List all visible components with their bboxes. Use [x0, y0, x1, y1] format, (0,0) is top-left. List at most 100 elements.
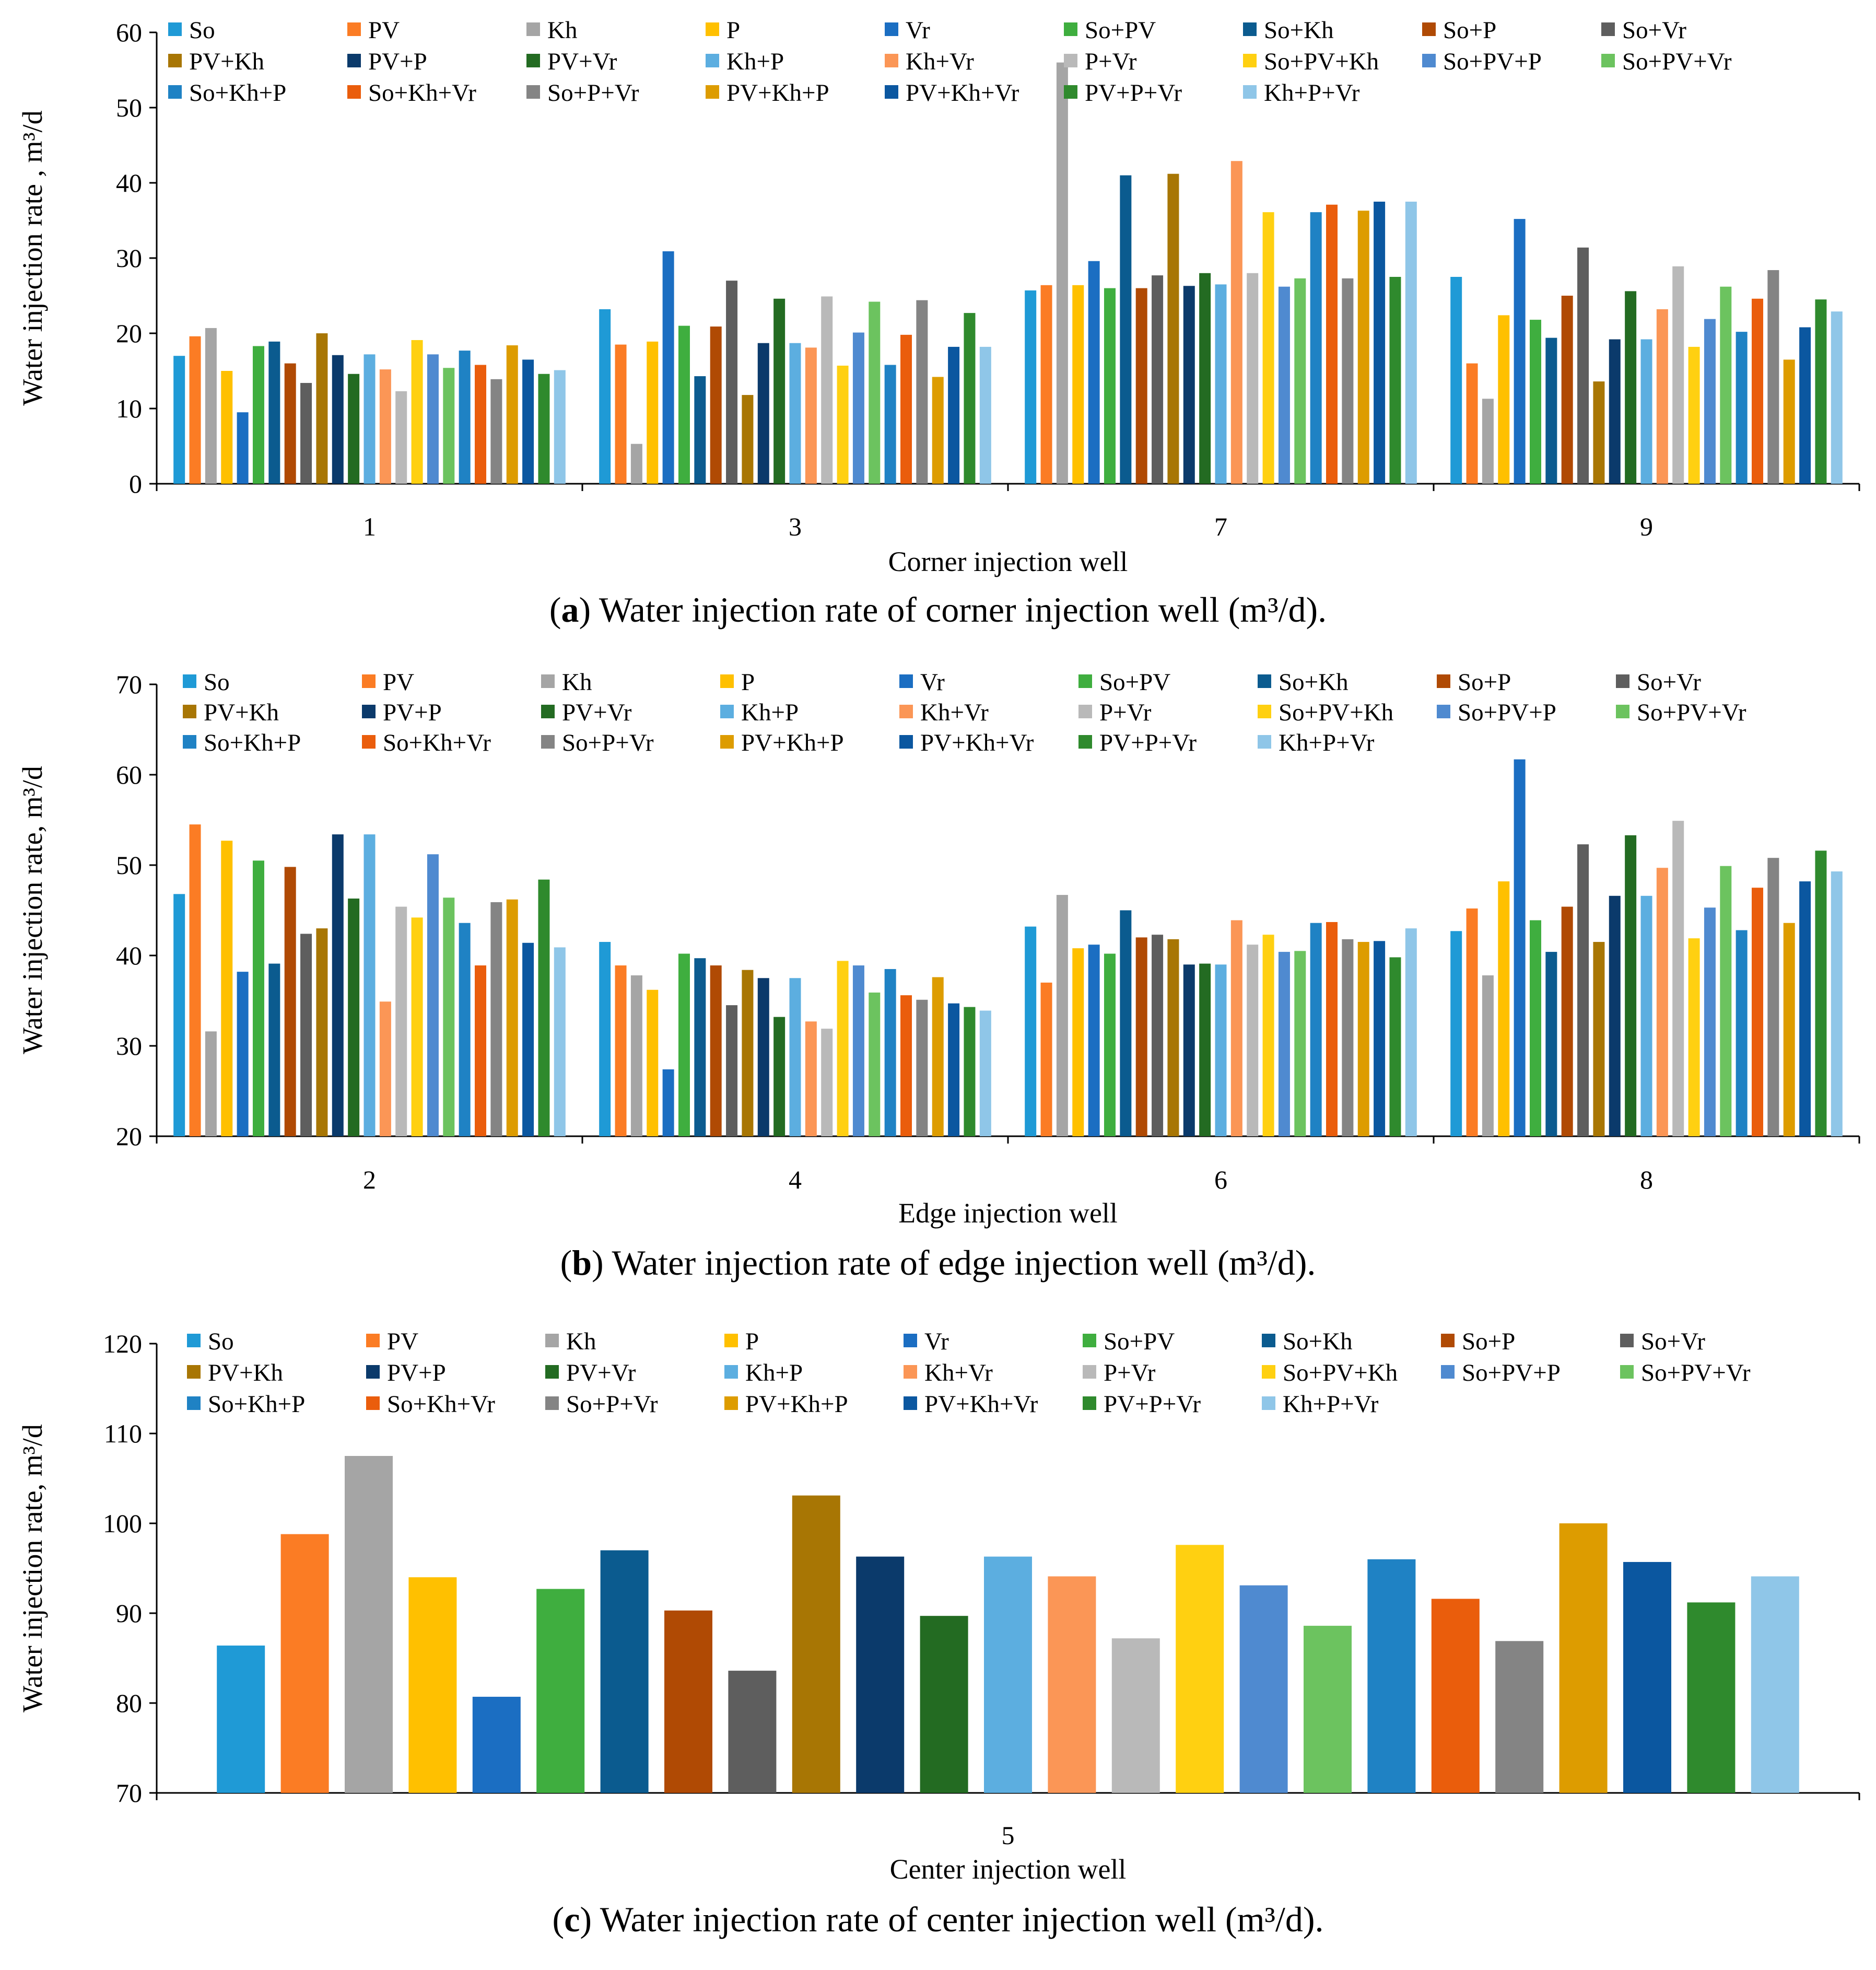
bar-so-plus-pv-plus-p-well-7: [1278, 286, 1290, 484]
bar-pv-plus-vr-well-1: [348, 374, 360, 484]
bar-kh-plus-p-plus-vr-well-3: [979, 346, 991, 484]
legend-swatch: [1422, 22, 1436, 36]
bar-pv-plus-kh-plus-vr-well-6: [1374, 941, 1386, 1136]
legend-label: P+Vr: [1085, 48, 1137, 75]
bar-so-plus-pv-plus-kh-well-8: [1688, 938, 1700, 1136]
legend-item-vr: Vr: [885, 17, 930, 44]
legend-label: PV+P: [383, 699, 442, 726]
legend-label: PV: [387, 1328, 418, 1355]
legend-swatch: [187, 1334, 201, 1347]
panel-b-edge-well-chart: 20 30 40 50 60 70 2 4 6 8 Edge injection well Water…: [17, 669, 1860, 1283]
y-tick-label: 90: [116, 1599, 142, 1628]
bar-so-plus-p-plus-vr-well-6: [1342, 939, 1354, 1136]
legend-swatch: [885, 22, 898, 36]
bar-so-plus-p-well-6: [1135, 937, 1147, 1136]
bar-pv-plus-p-well-1: [332, 355, 344, 484]
bar-pv-plus-vr-well-3: [773, 298, 785, 484]
legend-label: So+PV+P: [1443, 48, 1542, 75]
legend-item-so-plus-pv-plus-vr: So+PV+Vr: [1601, 48, 1732, 75]
y-tick-label: 60: [116, 18, 142, 47]
panel-a-corner-well-chart: 0 10 20 30 40 50 60 1 3 7 9 Corner injection well Wa…: [17, 17, 1860, 630]
legend-swatch: [541, 735, 555, 749]
legend-label: PV: [368, 17, 400, 44]
legend-item-pv-plus-p-plus-vr: PV+P+Vr: [1064, 79, 1182, 107]
legend-swatch: [347, 22, 361, 36]
bar-pv-well-7: [1040, 285, 1052, 484]
bar-kh-well-5: [345, 1456, 393, 1793]
legend-item-so-plus-vr: So+Vr: [1620, 1328, 1705, 1355]
x-tick-label: 8: [1640, 1165, 1653, 1194]
legend-label: Kh+P: [745, 1359, 803, 1386]
legend-label: So+Kh+P: [189, 79, 286, 107]
bar-so-plus-vr-well-1: [300, 383, 312, 484]
bar-so-plus-pv-well-6: [1104, 953, 1116, 1136]
bar-so-plus-vr-well-4: [726, 1005, 738, 1136]
legend-item-so-plus-p: So+P: [1437, 669, 1511, 696]
legend-label: PV+Kh+Vr: [920, 729, 1034, 756]
legend-item-p: P: [724, 1328, 759, 1355]
bar-pv-plus-kh-well-8: [1593, 942, 1605, 1136]
bar-kh-plus-p-well-8: [1640, 895, 1652, 1136]
legend-label: So+P: [1462, 1328, 1515, 1355]
y-tick-label: 30: [116, 243, 142, 273]
bar-kh-plus-p-well-9: [1640, 339, 1652, 484]
legend-swatch: [720, 705, 734, 718]
bar-pv-plus-kh-plus-vr-well-7: [1374, 202, 1386, 484]
bar-pv-plus-kh-well-6: [1167, 939, 1179, 1136]
bar-so-plus-pv-well-9: [1529, 320, 1541, 484]
legend-swatch: [904, 1334, 917, 1347]
bar-kh-plus-vr-well-3: [805, 347, 817, 484]
bar-pv-plus-kh-well-5: [792, 1495, 840, 1793]
legend-label: So+Kh+Vr: [383, 729, 491, 756]
legend-item-pv-plus-kh-plus-vr: PV+Kh+Vr: [899, 729, 1034, 756]
bar-pv-plus-vr-well-9: [1625, 291, 1637, 484]
bar-pv-plus-p-plus-vr-well-6: [1389, 957, 1401, 1136]
legend-label: PV+Kh+P: [726, 79, 829, 107]
legend-item-so-plus-pv-plus-vr: So+PV+Vr: [1620, 1359, 1751, 1386]
legend-label: So+P+Vr: [566, 1391, 658, 1418]
bar-kh-plus-vr-well-7: [1230, 161, 1242, 484]
bar-kh-plus-p-plus-vr-well-5: [1751, 1576, 1799, 1793]
legend-label: PV+Kh+P: [745, 1391, 848, 1418]
bar-so-plus-kh-plus-vr-well-9: [1752, 298, 1764, 484]
legend-label: So+Vr: [1622, 17, 1686, 44]
bar-pv-plus-p-plus-vr-well-3: [964, 313, 976, 484]
bar-kh-well-6: [1056, 895, 1068, 1136]
bar-pv-plus-p-plus-vr-well-1: [538, 374, 550, 484]
bar-pv-plus-vr-well-2: [348, 899, 360, 1136]
legend-label: Kh+P+Vr: [1283, 1391, 1379, 1418]
y-axis-title: Water injection rate , m³/d: [17, 110, 48, 405]
legend-swatch: [545, 1334, 559, 1347]
bar-so-plus-p-plus-vr-well-3: [916, 300, 928, 484]
bar-so-plus-p-well-7: [1135, 288, 1147, 484]
bar-so-plus-pv-plus-kh-well-7: [1262, 212, 1274, 484]
legend-item-p: P: [720, 669, 755, 696]
bar-p-well-6: [1072, 948, 1084, 1136]
bar-so-plus-pv-plus-vr-well-3: [869, 301, 881, 484]
bar-so-plus-pv-plus-vr-well-7: [1294, 278, 1306, 484]
legend-swatch: [1616, 674, 1629, 688]
bar-p-well-4: [647, 989, 659, 1136]
bar-so-plus-pv-plus-kh-well-4: [837, 961, 849, 1136]
legend-swatch: [1620, 1365, 1634, 1379]
legend-item-so-plus-pv-plus-vr: So+PV+Vr: [1616, 699, 1746, 726]
bar-so-plus-kh-well-5: [600, 1550, 649, 1793]
bar-vr-well-6: [1088, 945, 1100, 1136]
bar-pv-plus-vr-well-4: [773, 1017, 785, 1136]
legend-item-so-plus-p-plus-vr: So+P+Vr: [545, 1391, 658, 1418]
y-tick-label: 50: [116, 850, 142, 880]
bar-kh-plus-p-plus-vr-well-7: [1405, 202, 1417, 484]
bar-pv-plus-kh-plus-p-well-2: [506, 899, 518, 1136]
bar-pv-plus-p-plus-vr-well-9: [1815, 299, 1827, 484]
bar-pv-plus-kh-well-1: [316, 333, 328, 484]
legend-swatch: [545, 1396, 559, 1410]
legend-swatch: [1064, 22, 1077, 36]
y-tick-label: 100: [103, 1509, 142, 1538]
legend-swatch: [541, 705, 555, 718]
bar-so-plus-pv-plus-vr-well-8: [1720, 866, 1732, 1136]
legend-swatch: [366, 1365, 380, 1379]
legend-swatch: [1616, 705, 1629, 718]
legend-swatch: [366, 1334, 380, 1347]
y-tick-label: 60: [116, 760, 142, 789]
panel-caption: (c) Water injection rate of center injec…: [553, 1899, 1324, 1939]
